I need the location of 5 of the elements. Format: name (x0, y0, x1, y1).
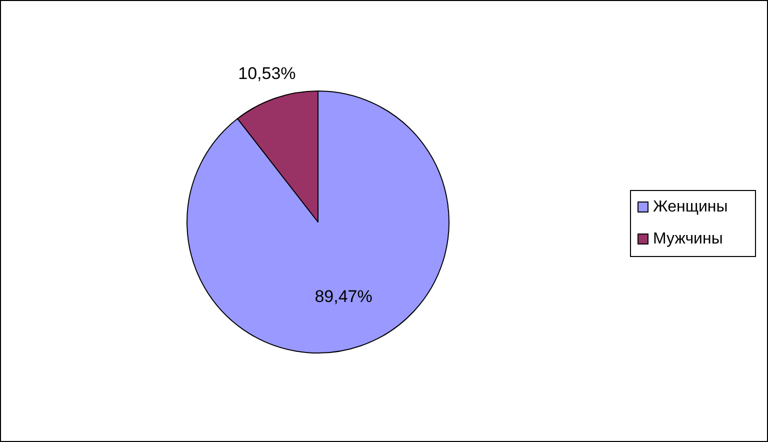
legend-label: Женщины (653, 198, 728, 216)
pie-slice (186, 90, 450, 354)
data-label: 89,47% (314, 286, 372, 306)
data-label: 10,53% (238, 64, 296, 83)
legend-label: Мужчины (653, 230, 723, 248)
